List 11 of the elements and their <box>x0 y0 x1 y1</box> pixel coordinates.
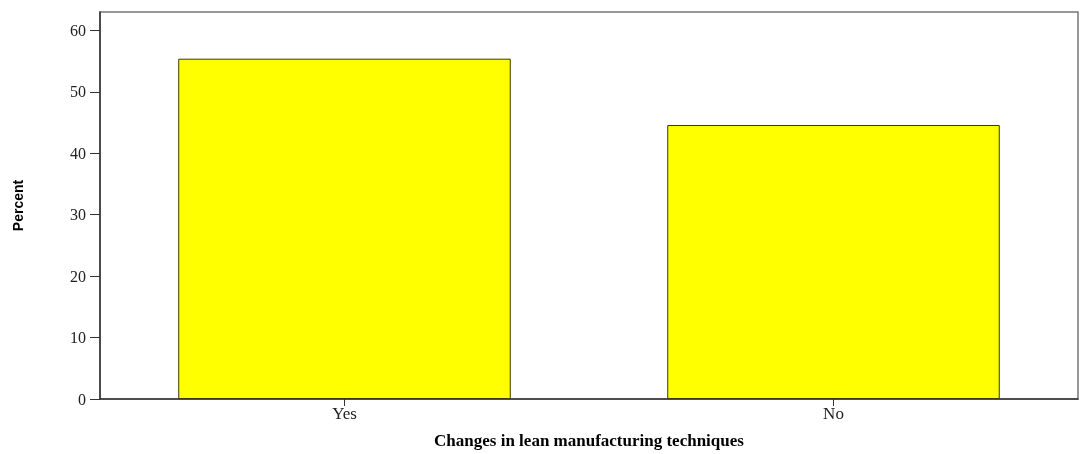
y-tick-label: 0 <box>78 390 86 408</box>
y-axis-title: Percent <box>10 179 26 232</box>
y-tick-label: 30 <box>70 206 86 224</box>
y-tick-label: 20 <box>70 267 86 285</box>
y-tick-label: 40 <box>70 144 86 162</box>
x-axis-title: Changes in lean manufacturing techniques <box>434 431 745 450</box>
y-tick-label: 10 <box>70 329 86 347</box>
y-tick-label: 50 <box>70 83 86 101</box>
y-tick-label: 60 <box>70 21 86 39</box>
x-tick-label: No <box>823 404 844 423</box>
x-tick-label: Yes <box>332 404 357 423</box>
